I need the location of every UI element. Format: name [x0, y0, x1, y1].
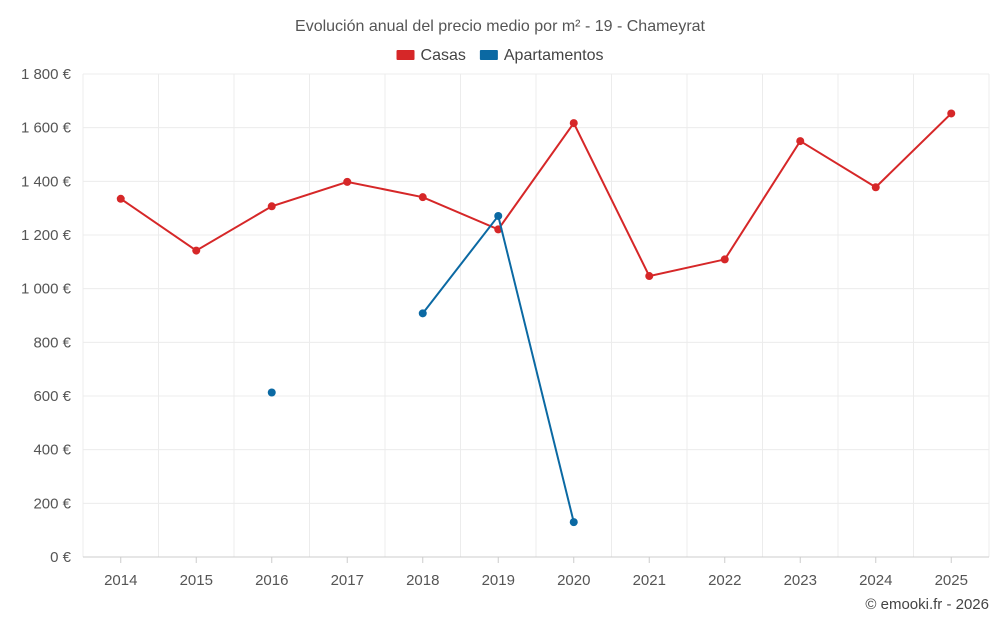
x-tick-label: 2018 — [406, 572, 439, 589]
data-point[interactable] — [947, 109, 956, 118]
x-tick-label: 2017 — [331, 572, 364, 589]
x-tick-label: 2020 — [557, 572, 590, 589]
series-casas — [116, 109, 956, 281]
x-tick-label: 2025 — [935, 572, 968, 589]
data-point[interactable] — [494, 211, 503, 220]
x-tick-label: 2015 — [180, 572, 213, 589]
data-point[interactable] — [569, 518, 578, 527]
x-tick-label: 2024 — [859, 572, 892, 589]
chart-title: Evolución anual del precio medio por m² … — [295, 18, 706, 35]
y-tick-label: 1 400 € — [21, 173, 72, 190]
data-point[interactable] — [343, 177, 352, 186]
data-point[interactable] — [569, 119, 578, 128]
legend-item-casas[interactable]: Casas — [396, 47, 466, 64]
x-tick-label: 2016 — [255, 572, 288, 589]
y-tick-label: 1 800 € — [21, 66, 72, 83]
x-tick-label: 2019 — [482, 572, 515, 589]
y-tick-label: 1 200 € — [21, 227, 72, 244]
data-point[interactable] — [418, 309, 427, 318]
legend-item-apartamentos[interactable]: Apartamentos — [479, 47, 604, 64]
data-point[interactable] — [645, 272, 654, 281]
y-tick-label: 0 € — [50, 549, 72, 566]
legend-swatch — [396, 50, 415, 60]
data-point[interactable] — [871, 183, 880, 192]
y-tick-label: 1 000 € — [21, 281, 72, 298]
y-tick-label: 200 € — [33, 495, 71, 512]
legend-swatch — [479, 50, 498, 60]
x-tick-label: 2022 — [708, 572, 741, 589]
series-apartamentos — [267, 211, 578, 527]
x-tick-label: 2014 — [104, 572, 137, 589]
legend-label: Casas — [421, 47, 466, 64]
y-tick-label: 400 € — [33, 442, 71, 459]
x-tick-label: 2023 — [784, 572, 817, 589]
series-line — [421, 213, 575, 523]
y-tick-label: 1 600 € — [21, 120, 72, 137]
grid-lines — [82, 73, 990, 558]
legend: Casas Apartamentos — [396, 47, 604, 64]
data-point[interactable] — [116, 194, 125, 203]
y-tick-label: 800 € — [33, 334, 71, 351]
x-tick-label: 2021 — [633, 572, 666, 589]
data-point[interactable] — [720, 255, 729, 264]
axes: 0 € 200 € 400 € 600 € 800 € 1 000 € 1 200 € 1 4… — [21, 66, 989, 589]
legend-label: Apartamentos — [504, 47, 604, 64]
series-group — [116, 109, 956, 527]
credit-text: © emooki.fr - 2026 — [865, 596, 989, 613]
y-tick-label: 600 € — [33, 388, 71, 405]
data-point[interactable] — [192, 246, 201, 255]
series-line — [120, 112, 952, 278]
data-point[interactable] — [267, 202, 276, 211]
data-point[interactable] — [418, 193, 427, 202]
data-point[interactable] — [796, 137, 805, 146]
data-point[interactable] — [267, 388, 276, 397]
